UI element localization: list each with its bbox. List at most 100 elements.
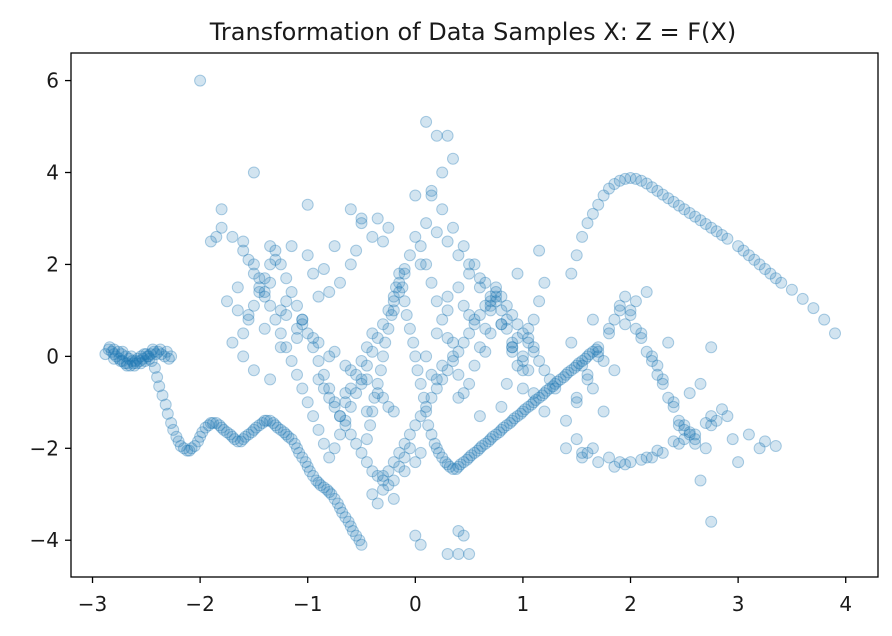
data-point xyxy=(253,281,266,294)
data-point xyxy=(253,286,266,298)
data-point xyxy=(334,276,346,289)
data-point xyxy=(705,419,718,432)
data-point xyxy=(516,355,529,367)
data-point xyxy=(490,281,502,294)
data-point xyxy=(441,332,454,344)
y-tick-label: 2 xyxy=(46,252,59,276)
data-point xyxy=(221,426,233,439)
data-point xyxy=(646,181,658,194)
data-point xyxy=(646,355,658,367)
data-point xyxy=(115,348,128,361)
data-point xyxy=(307,341,320,354)
data-point xyxy=(393,267,406,280)
data-point xyxy=(500,377,513,390)
y-tick-label: 0 xyxy=(46,344,59,368)
data-point xyxy=(339,419,352,432)
data-point xyxy=(635,332,648,344)
data-point xyxy=(296,318,309,331)
data-point xyxy=(463,451,476,464)
data-point xyxy=(457,299,470,312)
data-point xyxy=(398,451,411,464)
data-point xyxy=(829,327,841,340)
data-point xyxy=(613,456,626,469)
data-point xyxy=(355,373,368,386)
data-point xyxy=(355,538,368,551)
data-point xyxy=(818,313,831,326)
data-point xyxy=(504,417,516,429)
data-point xyxy=(522,364,535,377)
data-point xyxy=(425,184,438,197)
data-point xyxy=(278,426,290,439)
data-point xyxy=(785,283,798,296)
data-point xyxy=(321,483,334,496)
data-point xyxy=(141,350,154,363)
data-point xyxy=(570,249,583,262)
data-point xyxy=(291,368,303,381)
data-point xyxy=(350,244,363,257)
data-point xyxy=(533,355,546,367)
data-point xyxy=(156,389,169,402)
data-point xyxy=(452,345,465,358)
data-point xyxy=(328,400,341,413)
data-point xyxy=(387,405,400,418)
data-point xyxy=(538,364,551,377)
data-point xyxy=(231,435,244,448)
data-point xyxy=(699,442,712,455)
data-point xyxy=(667,396,680,409)
data-point xyxy=(463,258,476,271)
data-point xyxy=(468,258,481,271)
data-point xyxy=(436,359,449,372)
data-point xyxy=(280,272,293,285)
data-point xyxy=(457,387,470,400)
data-point xyxy=(334,502,346,515)
data-point xyxy=(339,414,352,427)
data-point xyxy=(463,309,476,321)
data-point xyxy=(640,286,653,298)
data-point xyxy=(400,309,413,321)
data-point xyxy=(130,357,143,370)
data-point xyxy=(689,433,702,446)
data-point xyxy=(202,419,215,432)
data-point xyxy=(635,327,648,340)
data-point xyxy=(705,341,718,354)
data-point xyxy=(516,364,529,377)
data-point xyxy=(420,115,433,128)
data-point xyxy=(592,198,605,211)
data-point xyxy=(323,451,336,464)
data-point xyxy=(710,414,723,427)
data-point xyxy=(360,456,373,469)
data-point xyxy=(387,295,400,308)
data-point xyxy=(148,361,161,374)
data-point xyxy=(667,400,680,413)
data-point xyxy=(267,417,280,429)
data-point xyxy=(123,352,136,365)
data-point xyxy=(452,460,465,473)
data-point xyxy=(350,437,363,450)
data-point xyxy=(371,332,384,344)
data-point xyxy=(613,299,626,312)
data-point xyxy=(651,444,664,457)
data-point xyxy=(296,451,309,464)
data-point xyxy=(291,442,303,455)
data-point xyxy=(317,368,330,381)
data-point xyxy=(490,290,502,303)
data-point xyxy=(167,423,180,436)
data-point xyxy=(484,295,497,308)
data-point xyxy=(414,377,427,390)
data-point xyxy=(162,352,175,365)
data-point xyxy=(398,295,411,308)
data-point xyxy=(339,387,352,400)
data-point xyxy=(260,414,273,427)
data-point xyxy=(291,299,303,312)
data-point xyxy=(441,290,454,303)
data-point xyxy=(522,322,535,335)
data-point xyxy=(334,428,346,441)
data-point xyxy=(377,391,389,404)
data-point xyxy=(336,506,349,519)
data-point xyxy=(271,421,284,434)
data-point xyxy=(119,350,132,363)
data-point xyxy=(506,414,519,427)
data-point xyxy=(560,414,572,427)
data-point xyxy=(366,405,379,418)
data-point xyxy=(258,290,271,303)
